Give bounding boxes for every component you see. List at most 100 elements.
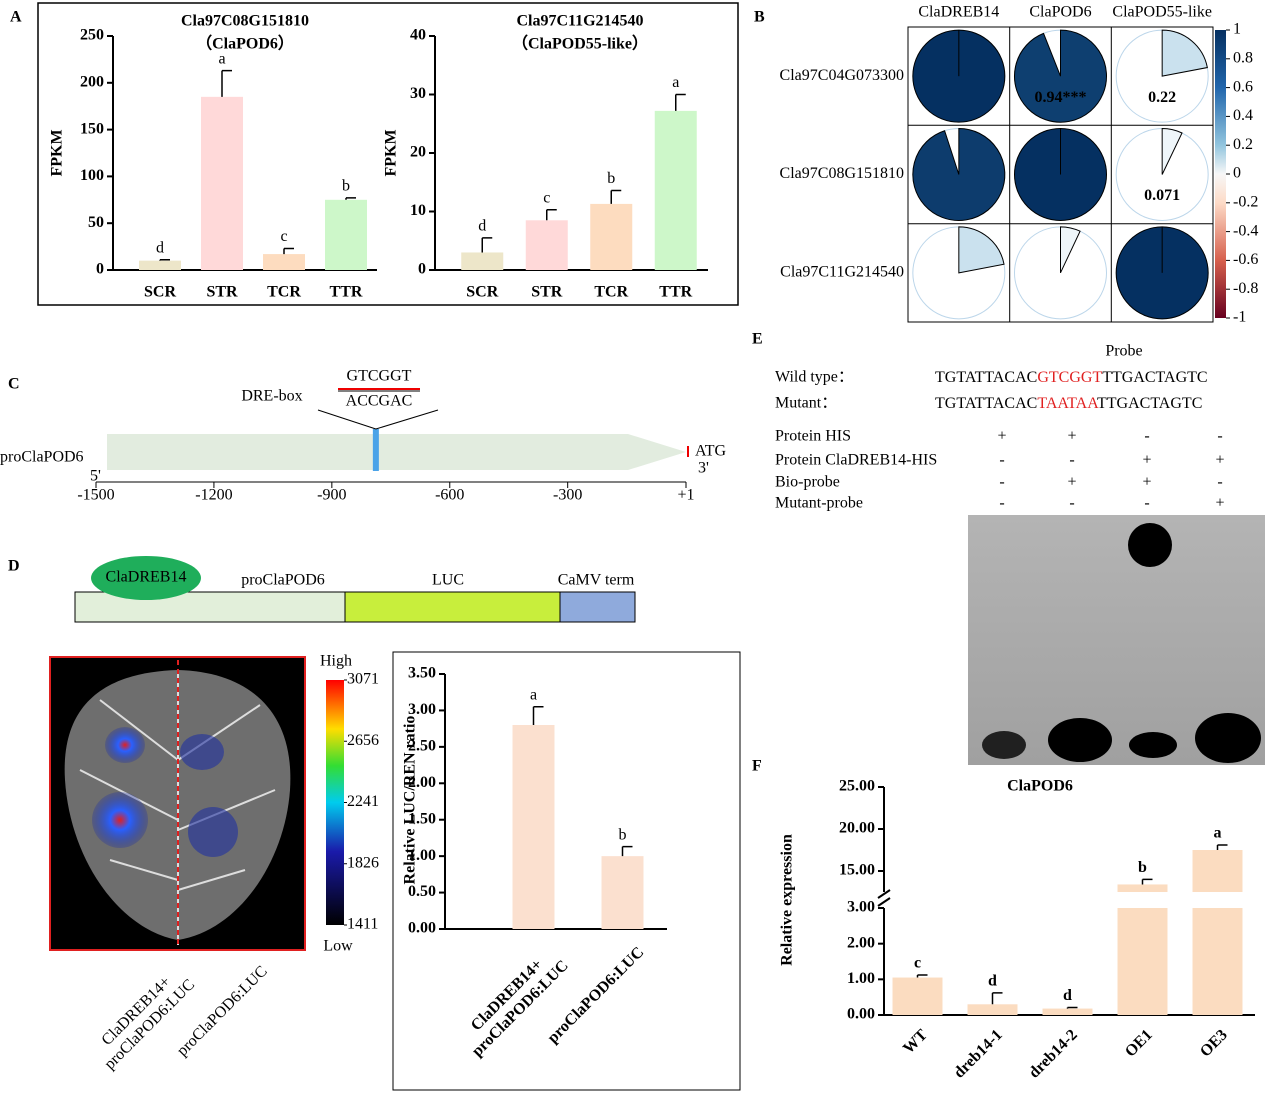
signal-spot	[105, 727, 145, 763]
y-tick-label: 2.00	[847, 934, 875, 951]
scale-label: 1826	[347, 854, 379, 871]
y-tick-label: 0.00	[408, 920, 436, 937]
significance-letter: a	[218, 50, 225, 67]
promoter-name: proClaPOD6	[0, 449, 84, 466]
pie	[958, 226, 1005, 274]
lane-symbol: -	[999, 474, 1004, 491]
scale-label: 3071	[347, 671, 379, 688]
lane-symbol: -	[1144, 428, 1149, 445]
lane-symbol: +	[997, 428, 1006, 445]
error-bar	[1216, 844, 1228, 850]
lane-symbol: +	[1142, 452, 1151, 469]
value-label: 0.071	[1144, 187, 1180, 204]
start-codon: ATG	[695, 443, 727, 460]
lane-symbol: -	[1144, 495, 1149, 512]
significance-letter: c	[280, 228, 287, 245]
x-tick-label: dreb14-1	[951, 1026, 1006, 1081]
pie	[1060, 226, 1081, 274]
column-label: ClaPOD6	[1029, 4, 1091, 21]
y-axis-label: FPKM	[49, 129, 66, 176]
panel-label: B	[754, 9, 765, 26]
bar	[1042, 1008, 1093, 1015]
significance-letter: a	[672, 74, 679, 91]
y-tick-label: 3.00	[408, 701, 436, 718]
y-tick-label: 0.50	[408, 883, 436, 900]
x-tick-label: -300	[553, 487, 582, 504]
x-tick-label: WT	[900, 1026, 931, 1057]
condition-label: Bio-probe	[775, 474, 840, 491]
value-label: 0.22	[1148, 89, 1176, 106]
construct-term	[559, 591, 636, 623]
element-complement: ACCGAC	[346, 393, 413, 410]
error-bar	[221, 69, 232, 97]
promoter-arrow	[107, 434, 686, 470]
signal-spot	[92, 792, 148, 848]
panel-label: E	[752, 331, 763, 348]
x-tick-label: SCR	[144, 284, 176, 301]
x-tick-label: STR	[206, 284, 238, 301]
scale-label: 1411	[347, 916, 378, 933]
pie	[912, 127, 1006, 221]
significance-letter: b	[607, 170, 615, 187]
y-tick-label: 20	[410, 144, 426, 161]
y-tick-label: 1.50	[408, 810, 436, 827]
condition-label: Mutant-probe	[775, 495, 863, 512]
value-label: 0.94***	[1035, 89, 1087, 106]
bar	[525, 220, 568, 270]
y-tick-label: 2.00	[408, 774, 436, 791]
significance-letter: b	[1138, 859, 1147, 876]
correlation-grid	[907, 26, 1214, 323]
x-tick-label: OE3	[1197, 1026, 1231, 1060]
sequence-part: TGTATTACAC	[935, 369, 1037, 386]
bar	[1192, 908, 1243, 1015]
sequence-part: TTGACTAGTC	[1097, 395, 1202, 412]
error-bar	[532, 706, 544, 725]
significance-letter: c	[914, 955, 921, 972]
colorbar-label: -0.4	[1233, 222, 1258, 239]
five-prime: 5'	[90, 468, 101, 485]
colorbar-label: 0	[1233, 165, 1241, 182]
y-tick-label: 150	[80, 120, 104, 137]
y-tick-label: 100	[80, 167, 104, 184]
sequence-part: TAATAA	[1037, 395, 1099, 412]
error-bar	[610, 189, 622, 204]
chart-title: ClaPOD6	[1007, 778, 1073, 795]
panel-label: D	[8, 558, 20, 575]
significance-letter: a	[1214, 825, 1222, 842]
error-bar	[345, 197, 356, 200]
pie	[1014, 29, 1108, 123]
bar	[512, 725, 555, 929]
sequence: TGTATTACACTAATAATTGACTAGTC	[935, 395, 1202, 412]
error-bar	[621, 845, 633, 857]
y-axis-label: Relative LUC/REN ratio	[402, 716, 419, 885]
significance-letter: b	[619, 826, 627, 843]
y-tick-label: 15.00	[839, 862, 875, 879]
chart-title: Cla97C11G214540	[516, 13, 643, 30]
colorbar-label: 0.4	[1233, 107, 1253, 124]
regulator: ClaDREB14	[106, 569, 187, 586]
x-tick-label: +1	[677, 487, 694, 504]
sequence-label: Wild type：	[775, 369, 854, 386]
sequence: TGTATTACACGTCGGTTTGACTAGTC	[935, 369, 1208, 386]
colorbar-label: 0.6	[1233, 78, 1253, 95]
gel-bands	[982, 523, 1261, 763]
scale-label: 2241	[347, 793, 379, 810]
y-tick-label: 3.00	[847, 899, 875, 916]
y-tick-label: 0	[418, 261, 426, 278]
significance-letter: a	[530, 686, 537, 703]
condition-label: Protein ClaDREB14-HIS	[775, 452, 937, 469]
x-tick-label: TTR	[659, 284, 692, 301]
colorbar-label: 1	[1233, 21, 1241, 38]
bar	[201, 96, 243, 270]
error-bar	[991, 992, 1003, 1005]
significance-letter: d	[1063, 987, 1072, 1004]
pie	[1161, 29, 1208, 77]
lane-symbol: -	[999, 452, 1004, 469]
row-label: Cla97C08G151810	[780, 165, 904, 182]
x-tick-label: -600	[435, 487, 464, 504]
construct-luc	[344, 591, 561, 623]
y-tick-label: 50	[88, 214, 104, 231]
bar	[654, 110, 697, 270]
